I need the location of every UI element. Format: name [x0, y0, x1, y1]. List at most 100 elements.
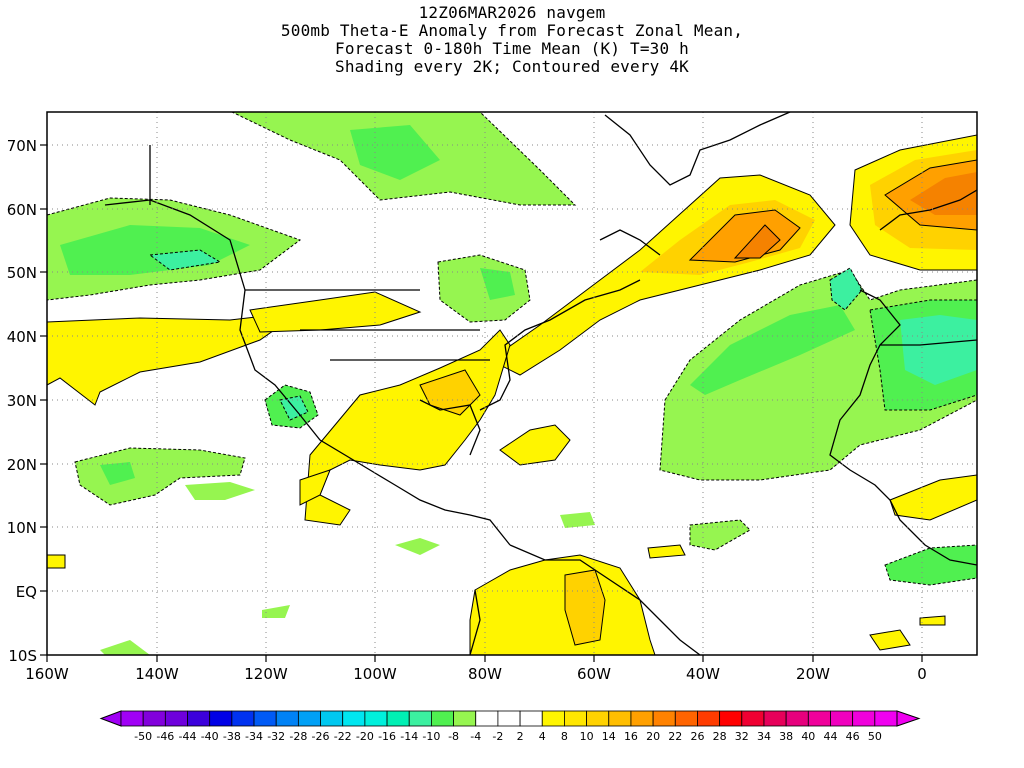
colorbar-cell: [209, 710, 233, 727]
colorbar-label: 26: [690, 730, 704, 743]
colorbar-cell: [297, 710, 321, 727]
colorbar-label: 46: [846, 730, 860, 743]
lon-label: 40W: [686, 665, 720, 683]
colorbar-cell: [586, 710, 610, 727]
colorbar-label: -16: [378, 730, 396, 743]
colorbar-cell: [475, 710, 499, 727]
colorbar-cell: [275, 710, 299, 727]
colorbar-label: -40: [201, 730, 219, 743]
lon-label: 80W: [468, 665, 502, 683]
colorbar-cell: [763, 710, 787, 727]
colorbar-cell: [652, 710, 676, 727]
lon-label: 140W: [135, 665, 179, 683]
lat-label: 10N: [7, 519, 37, 537]
lat-label: EQ: [16, 583, 37, 601]
colorbar-cell: [874, 710, 898, 727]
colorbar-label: 40: [801, 730, 815, 743]
lon-labels: 160W 140W 120W 100W 80W 60W 40W 20W 0: [25, 665, 927, 683]
colorbar-label: 28: [713, 730, 727, 743]
colorbar-cell: [697, 710, 721, 727]
colorbar-cell: [630, 710, 654, 727]
colorbar-cell: [608, 710, 632, 727]
lat-label: 60N: [7, 201, 37, 219]
coastlines: [104, 112, 977, 655]
colorbar-cell: [453, 710, 477, 727]
colorbar-label: -2: [492, 730, 503, 743]
title-line-3: Forecast 0-180h Time Mean (K) T=30 h: [335, 39, 689, 58]
colorbar-cell: [519, 710, 543, 727]
colorbar-cell: [364, 710, 388, 727]
colorbar-arrow-right: [896, 710, 921, 727]
title-block: 12Z06MAR2026 navgem 500mb Theta-E Anomal…: [0, 4, 1024, 76]
colorbar-arrow-left: [99, 710, 122, 727]
colorbar-label: 8: [561, 730, 568, 743]
colorbar-label: 14: [602, 730, 616, 743]
colorbar-label: -34: [245, 730, 263, 743]
colorbar-cell: [674, 710, 698, 727]
colorbar-label: 34: [757, 730, 771, 743]
tick-marks: [40, 144, 923, 662]
title-line-4: Shading every 2K; Contoured every 4K: [335, 57, 689, 76]
colorbar-cell: [231, 710, 255, 727]
colorbar-cell: [785, 710, 809, 727]
lon-label: 20W: [796, 665, 830, 683]
colorbar-label: -50: [134, 730, 152, 743]
colorbar-label: -44: [179, 730, 197, 743]
colorbar-cell: [564, 710, 588, 727]
colorbar-cell: [142, 710, 166, 727]
colorbar-label: 20: [646, 730, 660, 743]
map-frame: [46, 111, 978, 656]
title-line-1: 12Z06MAR2026 navgem: [418, 3, 606, 22]
colorbar-cell: [164, 710, 188, 727]
colorbar-label: -38: [223, 730, 241, 743]
colorbar-label: 50: [868, 730, 882, 743]
colorbar-label: 44: [823, 730, 837, 743]
colorbar-cell: [342, 710, 366, 727]
colorbar-label: -8: [448, 730, 459, 743]
colorbar-label: 38: [779, 730, 793, 743]
colorbar-cell: [386, 710, 410, 727]
colorbar-label: 4: [539, 730, 546, 743]
colorbar-label: -22: [334, 730, 352, 743]
colorbar-label: -28: [289, 730, 307, 743]
colorbar-label: -32: [267, 730, 285, 743]
lat-label: 50N: [7, 264, 37, 282]
lon-label: 120W: [244, 665, 288, 683]
colorbar-cell: [408, 710, 432, 727]
colorbar-cell: [741, 710, 765, 727]
colorbar-label: -46: [156, 730, 174, 743]
lon-label: 160W: [25, 665, 69, 683]
colorbar-cell: [253, 710, 277, 727]
lon-label: 60W: [577, 665, 611, 683]
lat-label: 20N: [7, 456, 37, 474]
colorbar-label: -10: [422, 730, 440, 743]
colorbar-cell: [320, 710, 344, 727]
colorbar-label: 32: [735, 730, 749, 743]
colorbar-label: 10: [580, 730, 594, 743]
lat-label: 70N: [7, 137, 37, 155]
lat-label: 10S: [8, 647, 37, 665]
colorbar-cell: [852, 710, 876, 727]
colorbar-cell: [541, 710, 565, 727]
colorbar-cell: [430, 710, 454, 727]
colorbar-label: -4: [470, 730, 481, 743]
colorbar-cell: [830, 710, 854, 727]
gridlines: [47, 112, 977, 655]
lon-label: 100W: [353, 665, 397, 683]
lat-labels: 70N 60N 50N 40N 30N 20N 10N EQ 10S: [7, 137, 37, 665]
colorbar-cell: [719, 710, 743, 727]
shaded-fields: [47, 112, 977, 655]
colorbar-label: -14: [400, 730, 418, 743]
colorbar-label: -26: [312, 730, 330, 743]
colorbar-cell: [120, 710, 144, 727]
colorbar-label: 2: [517, 730, 524, 743]
lat-label: 30N: [7, 392, 37, 410]
title-line-2: 500mb Theta-E Anomaly from Forecast Zona…: [280, 21, 744, 40]
colorbar-label: 16: [624, 730, 638, 743]
colorbar-label: 22: [668, 730, 682, 743]
colorbar-cell: [807, 710, 831, 727]
colorbar-cell: [497, 710, 521, 727]
colorbar-cell: [187, 710, 211, 727]
lon-label: 0: [917, 665, 927, 683]
